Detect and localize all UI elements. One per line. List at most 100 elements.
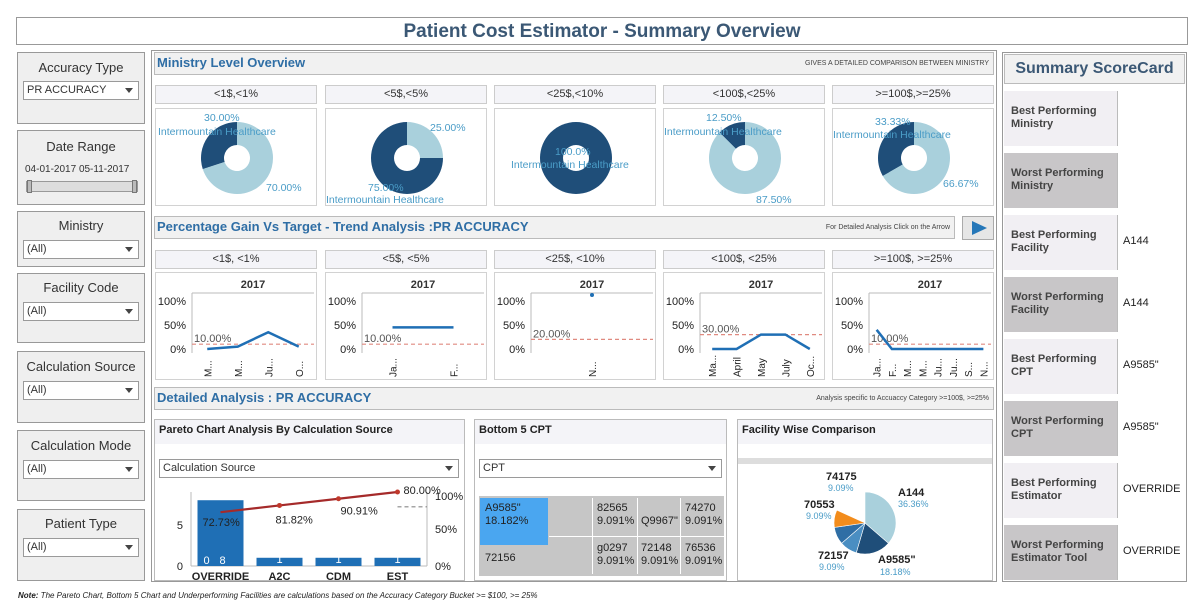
- trend-bucket-header: <1$, <1%: [155, 250, 317, 269]
- filter-label: Calculation Source: [26, 359, 136, 374]
- trend-bucket-header: <100$, <25%: [663, 250, 825, 269]
- facility-panel: Facility Wise Comparison A144 36.36% A9585…: [737, 419, 993, 581]
- page-title: Patient Cost Estimator - Summary Overvie…: [16, 17, 1188, 45]
- ministry-pie-panel: 12.50% 87.50% Intermountain Healthcare: [663, 108, 825, 206]
- ministry-donut-chart: 30.00% 70.00% Intermountain Healthcare: [158, 112, 302, 194]
- slice-pct-label: 36.36%: [898, 499, 929, 509]
- slice-pct-label: 9.09%: [819, 562, 845, 572]
- category-label: CDM: [326, 571, 351, 580]
- ministry-pie-panel: 30.00% 70.00% Intermountain Healthcare: [155, 108, 317, 206]
- chevron-down-icon: [708, 466, 716, 471]
- trend-panel: 2017 100% 50% 0% 10.00% Ja... F... M... M... Ju..…: [832, 272, 994, 380]
- year-label: 2017: [411, 279, 435, 291]
- filter-label: Calculation Mode: [30, 438, 132, 453]
- y-tick-label: 50%: [841, 320, 863, 332]
- target-label: 20.00%: [533, 328, 571, 340]
- slice-pct-label: 100.0%: [555, 146, 591, 158]
- pareto-calculation-source-dropdown[interactable]: Calculation Source: [159, 459, 459, 478]
- trend-line-chart: 2017 100% 50% 0% 20.00% N...: [497, 279, 653, 377]
- y-tick-label: 0%: [340, 344, 356, 356]
- year-label: 2017: [918, 279, 942, 291]
- y2-tick-label: 50%: [435, 524, 457, 536]
- cpt-code: 72156: [485, 552, 516, 564]
- slice-pct-label: 9.09%: [806, 511, 832, 521]
- slider-handle-end[interactable]: [132, 180, 137, 193]
- bar-value-label: 0: [204, 555, 210, 567]
- accuracy-type-dropdown[interactable]: PR ACCURACY: [23, 81, 139, 100]
- slider-handle-start[interactable]: [27, 180, 32, 193]
- footnote-bold: Note:: [18, 591, 39, 600]
- category-label: EST: [387, 571, 409, 580]
- facility-title: Facility Wise Comparison: [742, 424, 876, 436]
- facility-separator: [738, 458, 992, 464]
- scorecard-label: Worst Performing Ministry: [1004, 153, 1117, 208]
- bar-value-label: 1: [335, 554, 341, 566]
- detailed-section-header: Detailed Analysis : PR ACCURACY Analysis…: [154, 387, 994, 410]
- cpt-code: 72148: [641, 542, 672, 554]
- target-label: 10.00%: [194, 333, 232, 345]
- trend-line-chart: 2017 100% 50% 0% 10.00% Ja... F... M... M... Ju..…: [835, 279, 991, 377]
- trend-panel: 2017 100% 50% 0% 10.00% Ja... F...: [325, 272, 487, 380]
- pareto-panel: Pareto Chart Analysis By Calculation Sou…: [154, 419, 465, 581]
- cpt-code: 74270: [685, 502, 716, 514]
- facility-code-dropdown[interactable]: (All): [23, 302, 139, 321]
- y2-tick-label: 100%: [435, 491, 463, 503]
- cpt-dropdown[interactable]: CPT: [479, 459, 722, 478]
- bar-value-label: 1: [276, 554, 282, 566]
- ministry-donut-chart: 100.0%Intermountain Healthcare: [511, 122, 629, 194]
- cpt-pct: 9.091%: [685, 515, 723, 527]
- donut-slice-other: [202, 122, 273, 194]
- y-tick-label: 0: [177, 561, 183, 573]
- scorecard-label: Worst Performing Facility: [1004, 277, 1117, 332]
- y-tick-label: 0%: [170, 344, 186, 356]
- dropdown-value: Calculation Source: [163, 462, 256, 474]
- dropdown-value: CPT: [483, 462, 505, 474]
- divider: [549, 536, 724, 537]
- x-tick-label: Ma...: [708, 355, 719, 377]
- ministry-pie-panel: 33.33% 66.67% Intermountain Healthcare: [832, 108, 994, 206]
- calculation-source-dropdown[interactable]: (All): [23, 381, 139, 400]
- chevron-down-icon: [125, 545, 133, 550]
- category-label: OVERRIDE: [192, 571, 249, 580]
- y-tick-label: 50%: [334, 320, 356, 332]
- filter-date-range: Date Range 04-01-2017 05-11-2017: [17, 130, 145, 205]
- cpt-code: g0297: [597, 542, 628, 554]
- x-tick-label: F...: [450, 364, 461, 377]
- scorecard-value: A9585": [1117, 401, 1185, 456]
- y-tick-label: 100%: [835, 296, 863, 308]
- trend-line: [712, 333, 811, 351]
- trend-panel: 2017 100% 50% 0% 10.00% M... M... Ju... O...: [155, 272, 317, 380]
- date-end: 05-11-2017: [78, 164, 130, 175]
- facility-header: [738, 420, 992, 444]
- filter-accuracy-type: Accuracy Type PR ACCURACY: [17, 52, 145, 124]
- ministry-donut-chart: 12.50% 87.50% Intermountain Healthcare: [664, 112, 792, 206]
- y2-tick-label: 0%: [435, 561, 451, 573]
- trend-bucket-header: <5$, <5%: [325, 250, 487, 269]
- section-title: Ministry Level Overview: [157, 55, 306, 70]
- pareto-bar: [374, 557, 421, 566]
- bottom5-header: [475, 420, 726, 444]
- cumulative-pct-label: 90.91%: [341, 506, 379, 518]
- ministry-donut-chart: 33.33% 66.67% Intermountain Healthcare: [833, 116, 979, 194]
- cpt-code: 82565: [597, 502, 628, 514]
- trend-line: [875, 329, 984, 351]
- donut-hole: [563, 145, 589, 171]
- y-tick-label: 0%: [847, 344, 863, 356]
- cpt-pct: 9.091%: [641, 555, 679, 567]
- dropdown-value: (All): [27, 541, 47, 553]
- chevron-down-icon: [125, 309, 133, 314]
- detailed-analysis-arrow-button[interactable]: [962, 216, 994, 240]
- cpt-code: 76536: [685, 542, 716, 554]
- date-range-slider[interactable]: [26, 180, 138, 193]
- ministry-dropdown[interactable]: (All): [23, 240, 139, 259]
- ministry-pie-panel: 100.0% Intermountain Healthcare: [494, 108, 656, 206]
- x-tick-label: O...: [295, 361, 306, 377]
- slice-pct-label: 12.50%: [706, 112, 742, 124]
- section-note: Analysis specific to Accuaccy Category >…: [816, 395, 989, 402]
- slice-name-label: 72157: [818, 550, 849, 562]
- calculation-mode-dropdown[interactable]: (All): [23, 460, 139, 479]
- scorecard-label: Best Performing Estimator: [1004, 463, 1117, 518]
- year-label: 2017: [241, 279, 265, 291]
- patient-type-dropdown[interactable]: (All): [23, 538, 139, 557]
